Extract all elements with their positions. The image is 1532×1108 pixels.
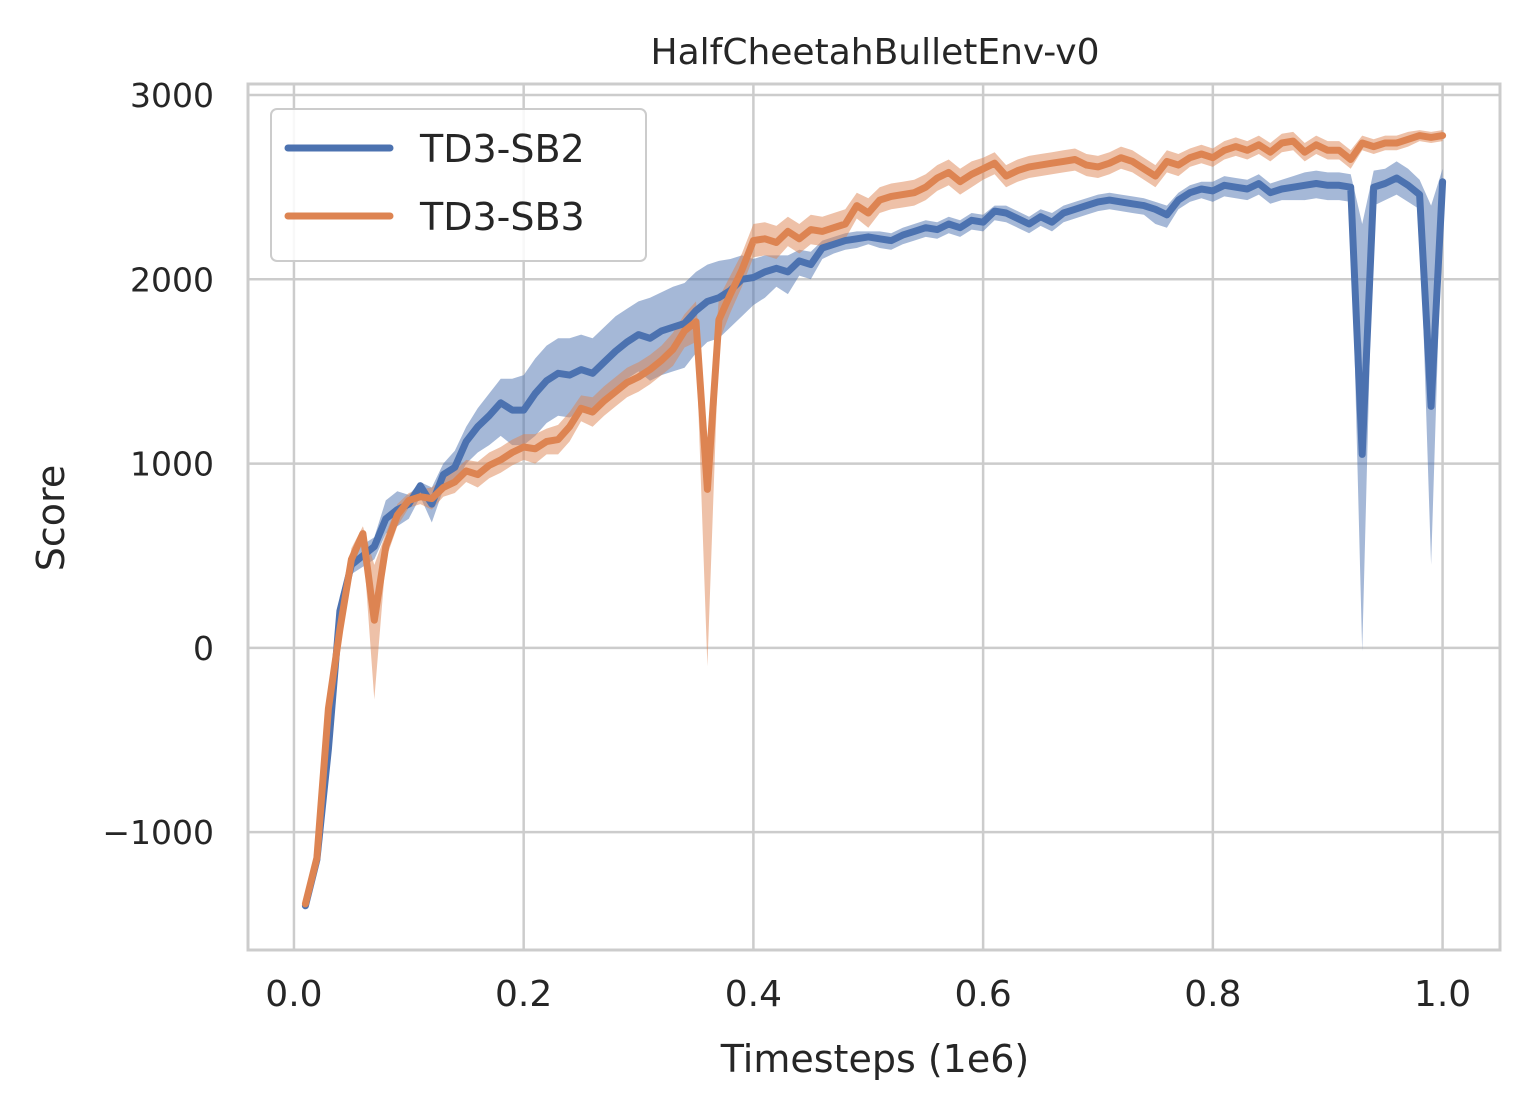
x-tick-label: 0.2 bbox=[495, 974, 552, 1015]
y-tick-label: 0 bbox=[193, 629, 214, 668]
legend-label-td3-sb2: TD3-SB2 bbox=[419, 127, 585, 171]
x-axis-label: Timesteps (1e6) bbox=[720, 1037, 1029, 1081]
x-tick-label: 1.0 bbox=[1414, 974, 1471, 1015]
y-tick-label: 3000 bbox=[130, 76, 214, 115]
legend-label-td3-sb3: TD3-SB3 bbox=[419, 195, 585, 239]
x-tick-label: 0.4 bbox=[725, 974, 782, 1015]
y-tick-label: 2000 bbox=[130, 260, 214, 299]
legend: TD3-SB2 TD3-SB3 bbox=[270, 108, 647, 262]
confidence-bands bbox=[305, 130, 1443, 910]
y-axis-label: Score bbox=[29, 465, 73, 571]
chart-title: HalfCheetahBulletEnv-v0 bbox=[651, 32, 1100, 73]
x-tick-label: 0.6 bbox=[954, 974, 1011, 1015]
x-tick-label: 0.8 bbox=[1184, 974, 1241, 1015]
y-axis-ticks: −1000 0 1000 2000 3000 bbox=[102, 76, 214, 852]
series-line-td3-sb2 bbox=[301, 174, 1447, 910]
y-tick-label: −1000 bbox=[102, 813, 214, 852]
series-line-td3-sb3 bbox=[301, 132, 1447, 908]
band-td3-sb2 bbox=[305, 161, 1443, 910]
x-tick-label: 0.0 bbox=[265, 974, 322, 1015]
y-tick-label: 1000 bbox=[130, 445, 214, 484]
series-lines bbox=[301, 132, 1447, 910]
x-axis-ticks: 0.0 0.2 0.4 0.6 0.8 1.0 bbox=[265, 974, 1471, 1015]
plot-frame bbox=[246, 82, 1502, 952]
